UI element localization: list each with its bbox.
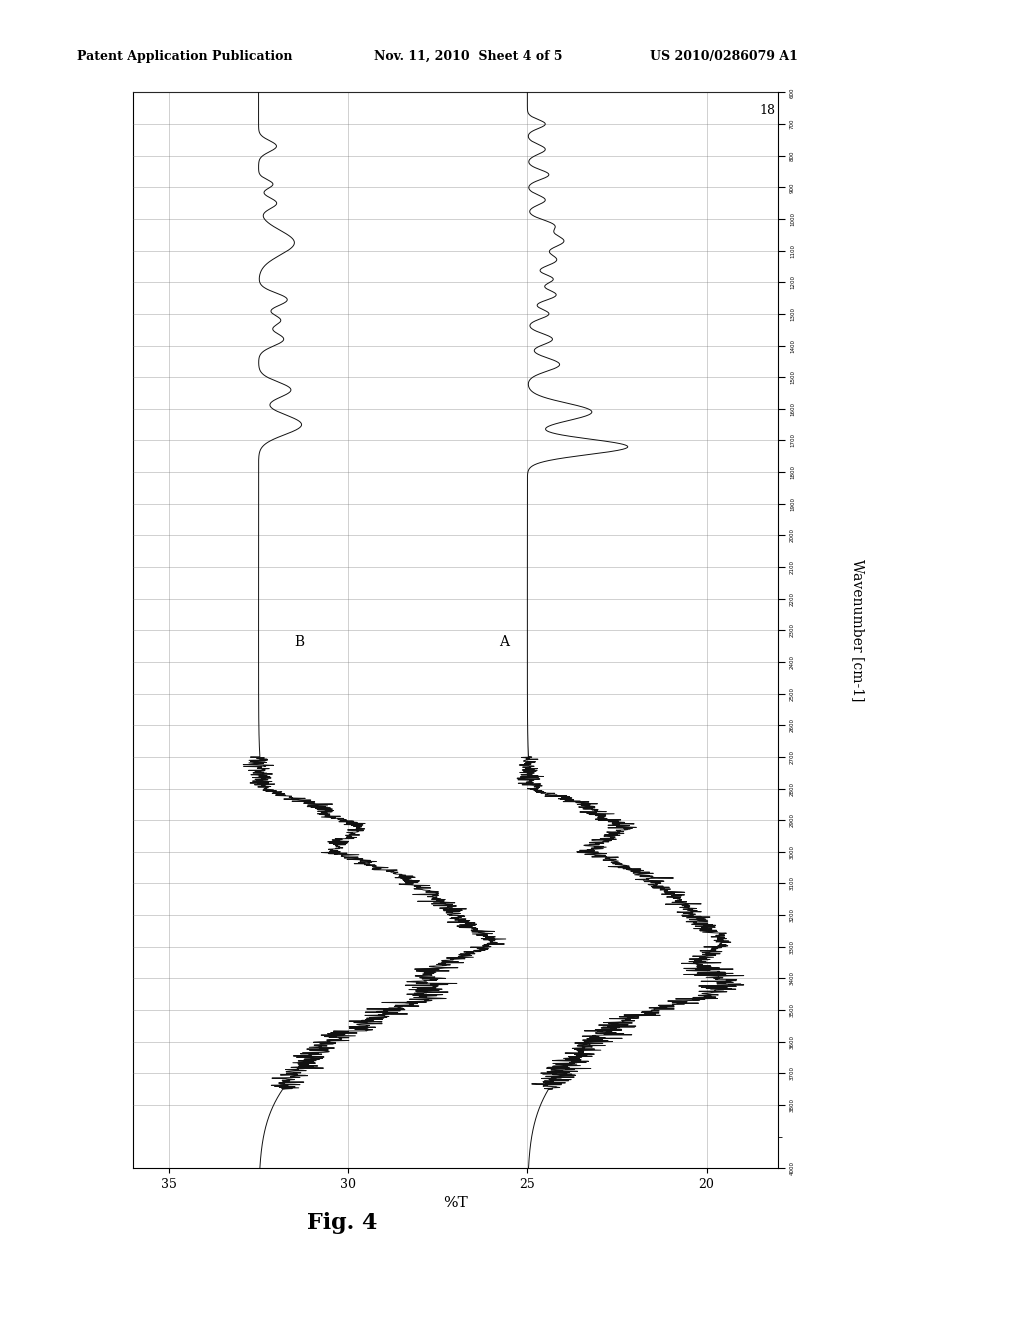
Text: Patent Application Publication: Patent Application Publication [77, 50, 292, 63]
X-axis label: %T: %T [443, 1196, 468, 1210]
Text: B: B [295, 635, 304, 649]
Text: Nov. 11, 2010  Sheet 4 of 5: Nov. 11, 2010 Sheet 4 of 5 [374, 50, 562, 63]
Text: Fig. 4: Fig. 4 [307, 1212, 378, 1234]
Text: A: A [499, 635, 509, 649]
Text: 18: 18 [760, 104, 775, 117]
Y-axis label: Wavenumber [cm-1]: Wavenumber [cm-1] [851, 560, 864, 701]
Text: US 2010/0286079 A1: US 2010/0286079 A1 [650, 50, 798, 63]
